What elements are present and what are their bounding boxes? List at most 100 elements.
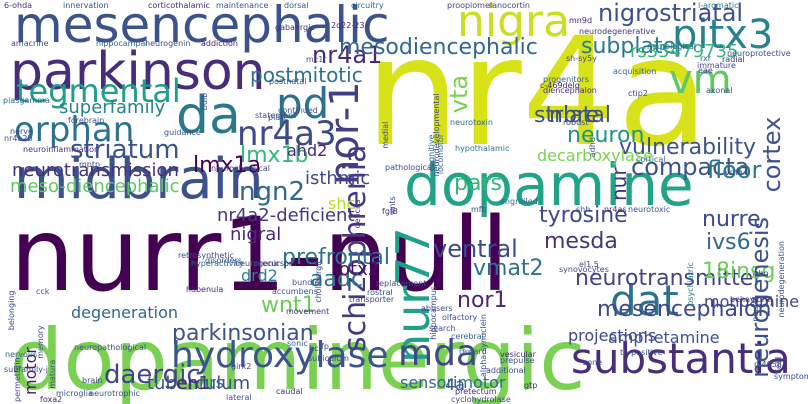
word-dorsal: dorsal — [284, 1, 309, 10]
word-superfamily: superfamily — [59, 97, 166, 118]
word-shh: shh — [576, 205, 591, 214]
word-projections: projections — [568, 326, 657, 345]
word-cortex: cortex — [758, 116, 786, 193]
word-decarboxylase: decarboxylase — [537, 146, 653, 165]
word-mc1r: mc1r — [306, 55, 327, 64]
word-mesencephalon: mesencephalon — [597, 297, 772, 322]
word-bulb: bulb — [200, 92, 209, 111]
word-robust: robust — [563, 118, 589, 127]
word-shc: shc — [328, 194, 356, 213]
word-statement: statement — [255, 111, 297, 120]
word-rs4658: rs4658 — [754, 360, 782, 369]
word-dopaminergic: dopaminergic — [10, 311, 586, 404]
word-amphetamine: amphetamine — [608, 328, 720, 347]
word-ngn2: ngn2 — [239, 177, 306, 207]
word-pitx3: pitx3 — [672, 12, 774, 58]
word-memory: memory — [36, 325, 45, 359]
word-rs35479735: rs35479735 — [630, 41, 739, 62]
word-neurodevelopmental: neurodevelopmental — [432, 93, 441, 177]
word-prefrontal: prefrontal — [282, 245, 390, 270]
word-neurogenin: neurogenin — [145, 39, 191, 48]
word-monoamine: monoamine — [704, 292, 800, 311]
word-neurotransmission: neurotransmission — [12, 160, 179, 181]
word-cholinergic: cholinergic — [314, 259, 323, 303]
word-neurotoxic: neurotoxic — [628, 205, 671, 214]
word-precursors: precursors — [254, 259, 297, 268]
word-4a: 4a — [445, 375, 465, 394]
word-pretectum: pretectum — [455, 387, 497, 396]
word-disorders: disorders — [205, 256, 242, 265]
word-wnt1: wnt1 — [261, 293, 316, 318]
word-neurotrophic: neurotrophic — [89, 389, 140, 398]
word-brain: brain — [82, 376, 103, 385]
word-rxr: rxr — [700, 54, 712, 63]
word-forebrain: forebrain — [68, 116, 105, 125]
word-engrailed: engrailed — [500, 197, 538, 206]
word-immature: immature — [697, 61, 736, 70]
word-striatal: striatal — [534, 103, 611, 128]
word-nur: nur — [607, 167, 631, 201]
word-cerebral: cerebral — [451, 332, 484, 341]
word-postnatal: postnatal — [269, 77, 307, 86]
word-axonal: axonal — [706, 86, 733, 95]
word-who: who — [752, 269, 769, 278]
word-additional: additional — [486, 366, 526, 375]
word-neurological: neurological — [647, 42, 697, 51]
word-wnts: wnts — [388, 196, 397, 216]
word-eae: eae — [698, 66, 713, 75]
word-plate: plate — [268, 113, 289, 122]
word-hc: hc — [309, 344, 319, 353]
word-lmx1b: lmx1b — [240, 143, 309, 168]
word-floor: floor — [707, 156, 762, 184]
word-vesicular: vesicular — [500, 350, 536, 359]
word-foxa2: foxa2 — [40, 395, 63, 404]
word-mptp: mptp — [79, 160, 101, 169]
word-girk2: girk2 — [231, 362, 252, 371]
word-accumbens: accumbens — [272, 287, 318, 296]
word-mda: mda — [398, 333, 478, 374]
word-psychiatric: psychiatric — [686, 262, 695, 306]
word-vmb: vmb — [725, 168, 743, 177]
word-neurochemical: neurochemical — [211, 164, 270, 173]
word-meso-diencephalic: meso-diencephalic — [10, 176, 180, 197]
word-amacrine: amacrine — [11, 39, 49, 48]
word-neurodegeneration: neurodegeneration — [777, 241, 786, 318]
word-bundle: bundle — [292, 278, 320, 287]
word-hydroxylase: hydroxylase — [171, 335, 389, 376]
word-gtp: gtp — [524, 381, 538, 390]
word-18insg: 18insg — [702, 259, 776, 284]
word-nurre: nurre — [702, 207, 761, 232]
word-subplate: subplate — [581, 34, 677, 59]
word-substantia: substantia — [571, 334, 791, 383]
word-innervation: innervation — [63, 1, 109, 10]
word-fgf8: fgf8 — [382, 207, 398, 216]
word-pathological: pathological — [385, 163, 435, 172]
word-nervous: nervous — [5, 350, 38, 359]
word-sensorimotor: sensorimotor — [400, 373, 506, 392]
word-piasgamma: piasgamma — [3, 96, 50, 105]
word-corticothalamic: corticothalamic — [148, 1, 210, 10]
word-pars: pars — [454, 171, 502, 196]
word-nigra: nigra — [457, 0, 571, 47]
word-nr4a1: nr4a1 — [312, 41, 383, 69]
word-da: da — [176, 86, 241, 146]
word-olfactory: olfactory — [442, 313, 478, 322]
word-neuroprotective: neuroprotective — [727, 49, 791, 58]
word-guidance: guidance — [164, 128, 201, 137]
word-adhd: adhd — [588, 137, 597, 158]
word-parkinsonian: parkinsonian — [172, 321, 314, 346]
word-transporter: transporter — [349, 295, 395, 304]
word-neurodegenerative: neurodegenerative — [579, 27, 656, 36]
word-neurogenic: neurogenic — [235, 259, 280, 268]
word-retrosynthetic: retrosynthetic — [178, 251, 235, 260]
word-reward: reward — [459, 347, 487, 356]
word-zone: zone — [583, 358, 603, 367]
word-neuroinflammation: neuroinflammation — [23, 145, 100, 154]
word-dat: dat — [610, 276, 679, 325]
word-th-positive: th-positive — [620, 348, 663, 357]
word-ivs6: ivs6 — [706, 230, 751, 255]
word-deficits: deficits — [353, 199, 362, 229]
word-radial: radial — [722, 55, 745, 64]
word-nigral: nigral — [230, 224, 282, 245]
word-search: search — [429, 324, 456, 333]
